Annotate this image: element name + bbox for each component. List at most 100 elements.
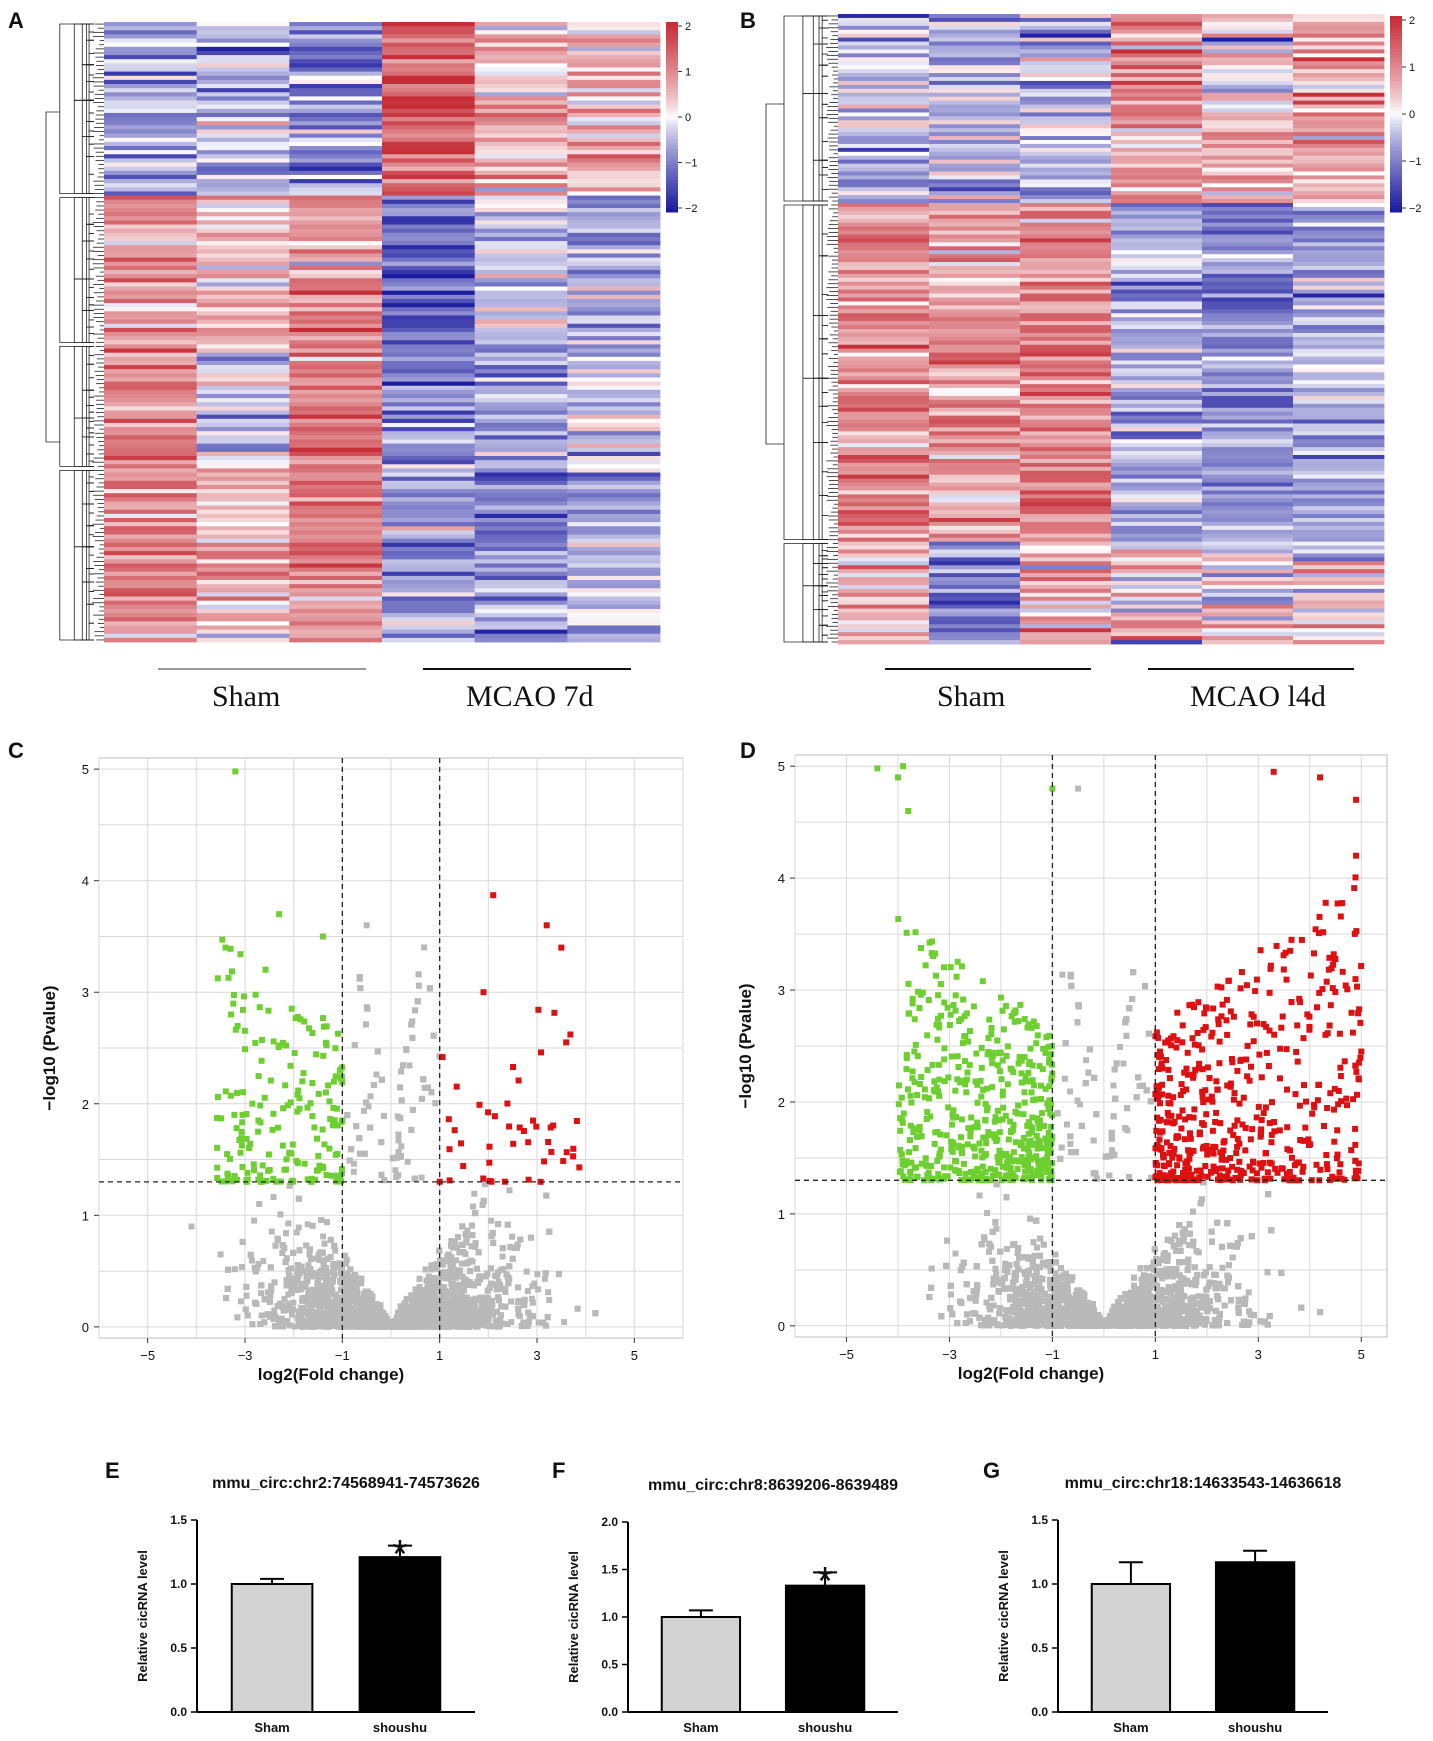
dendrogram-branch	[81, 470, 94, 505]
heatmap-cell	[1020, 301, 1112, 306]
heatmap-cell	[1020, 29, 1112, 35]
heatmap-cell	[196, 406, 290, 411]
heatmap-cell	[474, 402, 568, 407]
heatmap-cell	[1293, 561, 1385, 566]
heatmap-cell	[104, 389, 198, 395]
heatmap-cell	[196, 530, 290, 535]
heatmap-cell	[1111, 577, 1203, 582]
heatmap-cell	[1111, 41, 1203, 46]
heatmap-cell	[1020, 399, 1112, 405]
heatmap-cell	[838, 581, 930, 586]
heatmap-cell	[104, 208, 198, 213]
heatmap-cell	[474, 344, 568, 349]
heatmap-cell	[289, 307, 383, 312]
heatmap-cell	[1202, 289, 1294, 294]
heatmap-cell	[196, 592, 290, 597]
heatmap-cell	[838, 124, 930, 129]
heatmap-cell	[929, 29, 1021, 35]
heatmap-cell	[1293, 573, 1385, 578]
heatmap-cell	[1020, 65, 1112, 70]
heatmap-cell	[196, 410, 290, 416]
heatmap-cell	[104, 46, 198, 52]
heatmap-cell	[382, 278, 476, 283]
heatmap-cell	[1111, 553, 1203, 558]
heatmap-cell	[474, 617, 568, 622]
heatmap-cell	[104, 551, 198, 556]
colorbar-tick-label: 0	[1409, 109, 1415, 121]
heatmap-cell	[1293, 65, 1385, 70]
heatmap-cell	[929, 573, 1021, 578]
heatmap-cell	[1202, 281, 1294, 287]
heatmap-cell	[474, 435, 568, 440]
heatmap-cell	[1293, 199, 1385, 204]
heatmap-cell	[1202, 277, 1294, 283]
heatmap-cell	[1020, 124, 1112, 129]
heatmap-cell	[1202, 167, 1294, 172]
heatmap-cell	[1020, 525, 1112, 531]
heatmap-cell	[382, 311, 476, 316]
heatmap-cell	[289, 584, 383, 589]
heatmap-cell	[196, 282, 290, 287]
dendrogram-branch	[821, 515, 828, 541]
heatmap-cell	[382, 327, 476, 333]
heatmap-cell	[1202, 104, 1294, 109]
heatmap-cell	[1111, 376, 1203, 381]
heatmap-cell	[474, 460, 568, 465]
heatmap-cell	[196, 472, 290, 478]
heatmap-cell	[1293, 525, 1385, 531]
heatmap-cell	[1020, 49, 1112, 54]
dendrogram-branch	[88, 404, 94, 413]
dendrogram-branch	[821, 591, 828, 596]
colorbar-segment	[1390, 94, 1402, 99]
heatmap-cell	[1111, 368, 1203, 373]
heatmap-cell	[196, 191, 290, 196]
heatmap-cell	[474, 75, 568, 81]
heatmap-cell	[567, 522, 661, 527]
heatmap-cell	[382, 493, 476, 498]
heatmap-cell	[929, 53, 1021, 58]
heatmap-cell	[289, 265, 383, 271]
heatmap-cell	[474, 158, 568, 163]
heatmap-cell	[196, 571, 290, 577]
heatmap-cell	[1202, 632, 1294, 637]
heatmap-cell	[838, 238, 930, 243]
heatmap-cell	[1111, 439, 1203, 444]
heatmap-cell	[289, 340, 383, 345]
heatmap-cell	[289, 460, 383, 465]
heatmap-cell	[567, 265, 661, 271]
heatmap-cell	[104, 84, 198, 89]
heatmap-cell	[196, 402, 290, 407]
heatmap-cell	[1020, 230, 1112, 235]
heatmap-cell	[838, 242, 930, 247]
heatmap-cell	[196, 398, 290, 403]
heatmap-cell	[1020, 561, 1112, 566]
heatmap-cell	[104, 199, 198, 205]
heatmap-cell	[1293, 321, 1385, 326]
dendrogram-branch	[821, 64, 828, 77]
heatmap-cell	[1202, 502, 1294, 507]
heatmap-cell	[382, 162, 476, 168]
heatmap-cell	[104, 381, 198, 387]
heatmap-cell	[1111, 61, 1203, 66]
heatmap-cell	[1293, 147, 1385, 153]
heatmap-cell	[838, 596, 930, 602]
colorbar-tick-label: −1	[685, 158, 698, 170]
heatmap-cell	[289, 34, 383, 39]
heatmap-cell	[289, 637, 383, 643]
heatmap-cell	[567, 604, 661, 610]
colorbar-segment	[666, 60, 678, 64]
heatmap-cell	[474, 414, 568, 420]
heatmap-cell	[1293, 395, 1385, 401]
heatmap-cell	[104, 530, 198, 535]
heatmap-cell	[474, 125, 568, 130]
heatmap-cell	[1202, 195, 1294, 200]
point-ns	[351, 1160, 357, 1167]
dendrogram-branch	[821, 543, 828, 551]
heatmap-cell	[474, 67, 568, 72]
heatmap-cell	[104, 472, 198, 478]
heatmap-cell	[104, 608, 198, 614]
heatmap-cell	[567, 381, 661, 387]
heatmap-cell	[567, 71, 661, 77]
heatmap-cell	[1111, 317, 1203, 322]
heatmap-cell	[838, 84, 930, 90]
